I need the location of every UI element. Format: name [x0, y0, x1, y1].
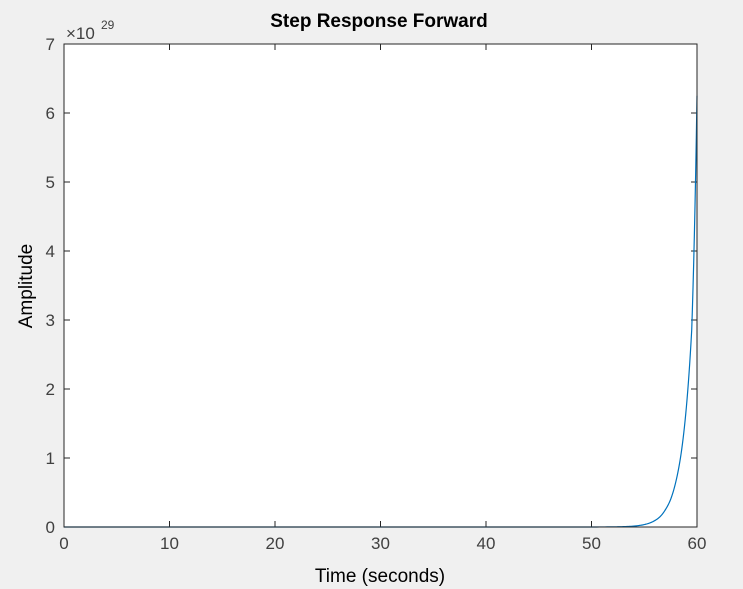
y-tick-label: 1: [46, 449, 55, 468]
x-tick-label: 30: [371, 534, 390, 553]
x-tick-label: 40: [477, 534, 496, 553]
y-tick-label: 6: [46, 104, 55, 123]
x-ticks: 0 10 20 30 40 50 60: [59, 44, 706, 553]
y-tick-label: 7: [46, 35, 55, 54]
y-tick-label: 5: [46, 173, 55, 192]
x-tick-label: 50: [582, 534, 601, 553]
x-tick-label: 60: [688, 534, 707, 553]
plot-area: [64, 44, 697, 527]
plot-box: [63, 43, 698, 528]
y-exponent-power: 29: [101, 18, 115, 32]
y-exponent-label: ×10 29: [66, 18, 115, 43]
y-axis-label: Amplitude: [16, 244, 37, 329]
y-exponent-base: ×10: [66, 24, 95, 43]
x-tick-label: 20: [266, 534, 285, 553]
x-axis-label: Time (seconds): [315, 566, 445, 587]
y-tick-label: 2: [46, 380, 55, 399]
x-tick-label: 0: [59, 534, 68, 553]
y-tick-label: 0: [46, 518, 55, 537]
chart-title: Step Response Forward: [270, 11, 488, 32]
x-tick-label: 10: [160, 534, 179, 553]
y-tick-label: 4: [46, 242, 55, 261]
y-ticks: 0 1 2 3 4 5 6 7: [46, 35, 697, 537]
y-tick-label: 3: [46, 311, 55, 330]
